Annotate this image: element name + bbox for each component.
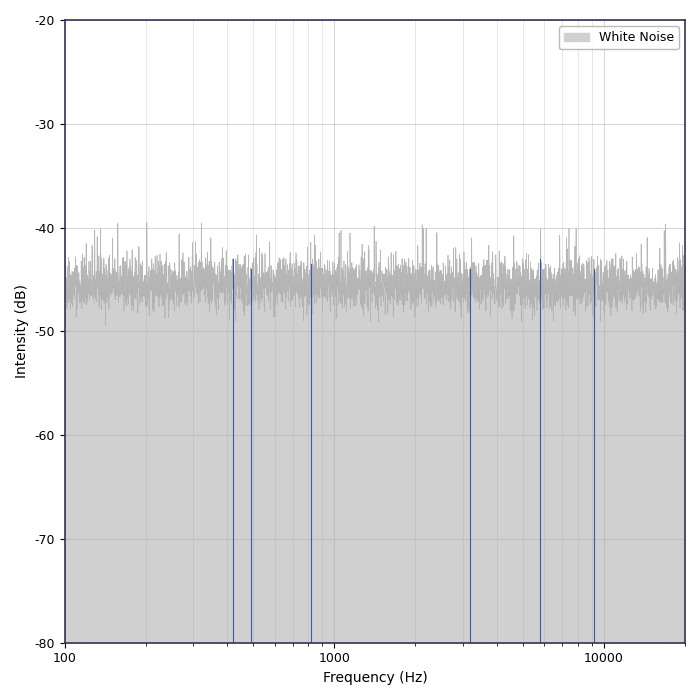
Y-axis label: Intensity (dB): Intensity (dB) [15,284,29,379]
Legend: White Noise: White Noise [559,26,679,49]
X-axis label: Frequency (Hz): Frequency (Hz) [323,671,427,685]
